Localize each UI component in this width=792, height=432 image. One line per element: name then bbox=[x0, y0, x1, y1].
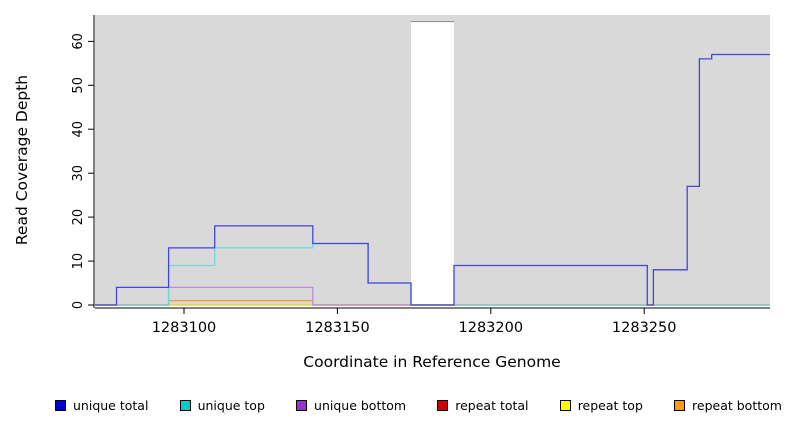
legend-label: repeat top bbox=[577, 398, 643, 413]
y-axis-title: Read Coverage Depth bbox=[13, 75, 31, 245]
legend-label: unique bottom bbox=[314, 398, 407, 413]
y-tick-label: 10 bbox=[71, 253, 86, 270]
legend-swatch bbox=[55, 400, 66, 411]
x-tick-label: 1283150 bbox=[305, 320, 370, 336]
y-tick-label: 50 bbox=[71, 77, 86, 94]
legend-swatch bbox=[559, 400, 571, 411]
coverage-plot: 0 10 20 30 40 50 60 1283100 1283150 1283200 128325… bbox=[13, 15, 770, 371]
x-tick-label: 1283100 bbox=[152, 320, 217, 336]
legend: unique total unique top unique bottom repea… bbox=[0, 385, 792, 432]
y-tick-label: 20 bbox=[71, 209, 86, 226]
x-tick-label: 1283200 bbox=[459, 320, 524, 336]
legend-swatch bbox=[674, 400, 686, 411]
legend-item-unique-total: unique total bbox=[55, 398, 148, 413]
legend-label: unique total bbox=[73, 398, 149, 413]
legend-item-unique-top: unique top bbox=[179, 398, 265, 413]
legend-label: repeat bottom bbox=[692, 398, 782, 413]
legend-item-unique-bottom: unique bottom bbox=[296, 398, 406, 413]
legend-label: unique top bbox=[197, 398, 265, 413]
y-tick-label: 40 bbox=[71, 121, 86, 138]
legend-swatch bbox=[296, 400, 308, 411]
series-unique-total bbox=[95, 53, 770, 306]
x-tick-label: 1283250 bbox=[612, 320, 677, 336]
y-tick-label: 0 bbox=[71, 301, 86, 309]
legend-label: repeat total bbox=[455, 398, 529, 413]
y-tick-label: 60 bbox=[71, 33, 86, 50]
y-tick-label: 30 bbox=[71, 165, 86, 182]
x-axis-title: Coordinate in Reference Genome bbox=[303, 353, 560, 371]
legend-item-repeat-total: repeat total bbox=[437, 398, 529, 413]
legend-item-repeat-bottom: repeat bottom bbox=[674, 398, 782, 413]
no-data-gap bbox=[411, 21, 454, 305]
legend-swatch bbox=[179, 400, 191, 411]
legend-item-repeat-top: repeat top bbox=[559, 398, 643, 413]
legend-swatch bbox=[437, 400, 449, 411]
